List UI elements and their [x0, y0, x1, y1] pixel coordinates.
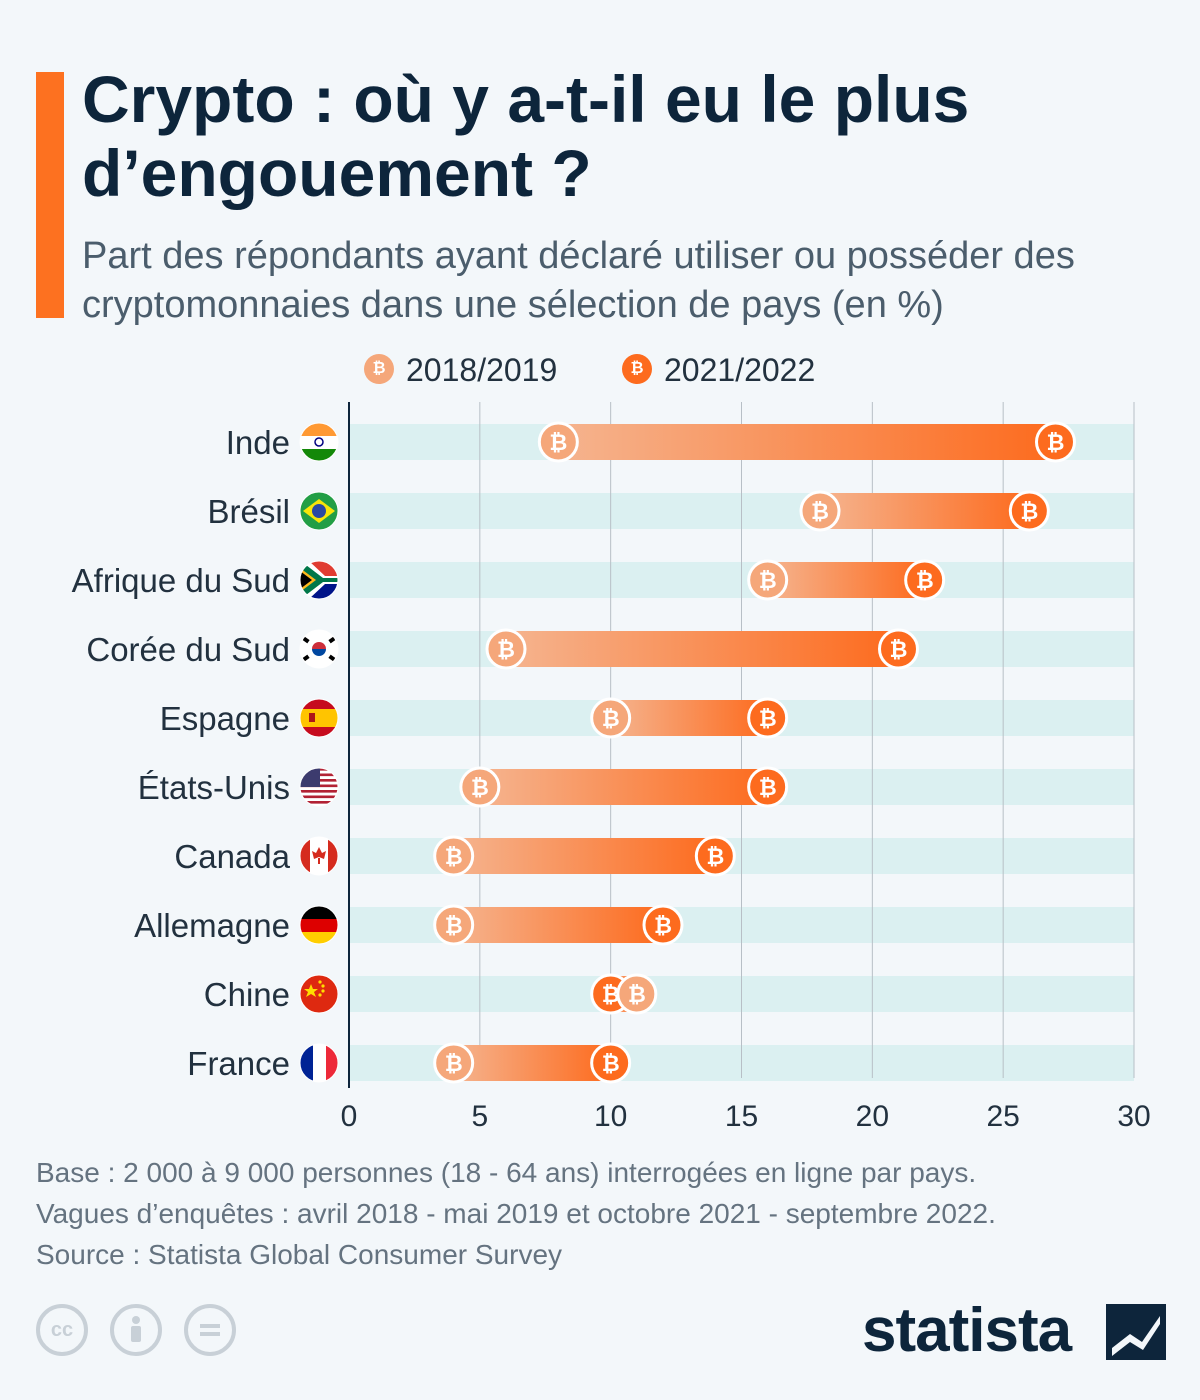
point-2021-2022: ₿ [642, 904, 684, 946]
category-label: Brésil [207, 493, 290, 530]
svg-text:₿: ₿ [916, 569, 934, 594]
svg-text:₿: ₿ [445, 1052, 463, 1077]
chart-title: Crypto : où y a-t-il eu le plus d’engoue… [82, 62, 970, 210]
range-bar [453, 907, 663, 943]
flag-brazil-icon [300, 492, 338, 530]
svg-text:₿: ₿ [445, 914, 463, 939]
bitcoin-icon: ₿ [622, 354, 652, 384]
point-2018-2019: ₿ [747, 559, 789, 601]
category-label: Espagne [160, 700, 290, 737]
point-2018-2019: ₿ [590, 697, 632, 739]
x-tick-label: 25 [986, 1100, 1019, 1133]
x-tick-label: 20 [856, 1100, 889, 1133]
svg-text:₿: ₿ [1020, 500, 1038, 525]
flag-south-korea-icon [300, 630, 338, 668]
footnote-base: Base : 2 000 à 9 000 personnes (18 - 64 … [36, 1157, 977, 1188]
category-label: États-Unis [138, 769, 290, 806]
range-bar [453, 838, 716, 874]
range-bar [558, 424, 1056, 460]
legend-label: 2021/2022 [664, 352, 816, 388]
source-note: Source : Statista Global Consumer Survey [36, 1239, 563, 1270]
svg-text:₿: ₿ [602, 983, 620, 1008]
svg-text:₿: ₿ [471, 776, 489, 801]
x-tick-label: 0 [341, 1100, 358, 1133]
svg-text:₿: ₿ [706, 845, 724, 870]
category-label: Afrique du Sud [72, 562, 290, 599]
svg-text:₿: ₿ [759, 569, 777, 594]
category-label: France [187, 1045, 290, 1082]
range-bar [453, 1045, 611, 1081]
x-tick-label: 30 [1117, 1100, 1150, 1133]
svg-text:₿: ₿ [759, 776, 777, 801]
creative-commons-icon[interactable]: cc [36, 1304, 88, 1356]
footnote-waves: Vagues d’enquêtes : avril 2018 - mai 201… [36, 1198, 996, 1229]
range-bar [767, 562, 925, 598]
chart-subtitle: Part des répondants ayant déclaré utilis… [82, 235, 1075, 326]
category-label: Corée du Sud [86, 631, 290, 668]
category-label: Inde [226, 424, 290, 461]
point-2018-2019: ₿ [799, 490, 841, 532]
svg-text:₿: ₿ [602, 1052, 620, 1077]
legend: ₿ 2018/2019 ₿ 2021/2022 [0, 348, 1200, 392]
attribution-icon[interactable] [110, 1304, 162, 1356]
point-2021-2022: ₿ [878, 628, 919, 670]
point-2018-2019: ₿ [433, 1042, 475, 1084]
dumbbell-chart: ₿ ₿ ₿ ₿ ₿ ₿ ₿ ₿ ₿ ₿ ₿ ₿ ₿ ₿ ₿ ₿ ₿ ₿ ₿ ₿ Inde Brésil Afrique d… [72, 402, 1151, 1133]
brand-wordmark: statista [862, 1296, 1072, 1365]
category-label: Allemagne [134, 907, 290, 944]
svg-text:₿: ₿ [445, 845, 463, 870]
statista-logo[interactable]: statista [862, 1296, 1172, 1366]
range-bar [820, 493, 1030, 529]
flag-china-icon [300, 975, 338, 1013]
legend-label: 2018/2019 [406, 352, 558, 388]
point-2018-2019: ₿ [616, 973, 658, 1015]
range-bar [610, 700, 768, 736]
svg-text:₿: ₿ [602, 707, 620, 732]
statista-mark-icon [1106, 1304, 1166, 1360]
point-2021-2022: ₿ [694, 835, 736, 877]
svg-text:₿: ₿ [759, 707, 777, 732]
x-tick-label: 15 [725, 1100, 758, 1133]
x-tick-label: 10 [594, 1100, 627, 1133]
bitcoin-icon: ₿ [364, 354, 394, 384]
point-2021-2022: ₿ [747, 697, 789, 739]
point-2018-2019: ₿ [433, 904, 475, 946]
svg-text:₿: ₿ [654, 914, 672, 939]
point-2021-2022: ₿ [904, 559, 946, 601]
point-2021-2022: ₿ [1035, 421, 1076, 463]
range-bar [479, 769, 768, 805]
range-bar [506, 631, 899, 667]
no-derivatives-icon[interactable] [184, 1304, 236, 1356]
flag-canada-icon [300, 837, 338, 875]
svg-text:₿: ₿ [497, 638, 515, 663]
footer-notes: Base : 2 000 à 9 000 personnes (18 - 64 … [36, 1152, 1176, 1275]
category-label: Canada [174, 838, 290, 875]
x-tick-label: 5 [471, 1100, 488, 1133]
svg-text:₿: ₿ [890, 638, 908, 663]
category-label: Chine [204, 976, 290, 1013]
license-icons: cc [36, 1304, 246, 1364]
svg-text:₿: ₿ [549, 431, 567, 456]
flag-south-africa-icon [300, 561, 338, 599]
accent-bar [36, 72, 64, 318]
point-2018-2019: ₿ [459, 766, 501, 808]
point-2021-2022: ₿ [590, 1042, 632, 1084]
point-2021-2022: ₿ [747, 766, 789, 808]
point-2018-2019: ₿ [485, 628, 527, 670]
svg-text:₿: ₿ [811, 500, 829, 525]
flag-spain-icon [300, 699, 338, 737]
svg-text:₿: ₿ [1047, 431, 1065, 456]
svg-text:₿: ₿ [628, 983, 646, 1008]
point-2018-2019: ₿ [537, 421, 579, 463]
point-2021-2022: ₿ [1008, 490, 1050, 532]
point-2018-2019: ₿ [433, 835, 475, 877]
